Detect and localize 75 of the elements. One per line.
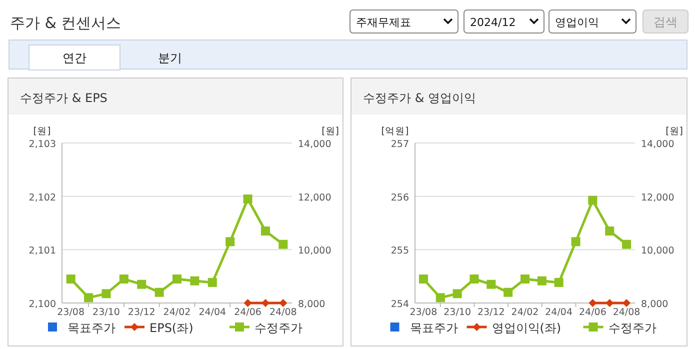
x-tick-label: 23/08 — [57, 307, 85, 318]
y-tick-label: 256 — [390, 192, 409, 204]
text: 영업이익 — [555, 16, 599, 29]
legend-label: 수정주가 — [254, 321, 302, 335]
point — [605, 226, 614, 236]
point — [452, 289, 462, 298]
point — [137, 280, 146, 289]
y-axis-title: [억원] — [381, 126, 409, 137]
chart-title: 수정주가 & EPS — [20, 91, 108, 105]
point — [436, 293, 445, 302]
point — [66, 274, 76, 284]
x-tick-label: 24/04 — [198, 307, 226, 318]
y-tick-label: 257 — [390, 139, 409, 150]
text: 분기 — [158, 51, 182, 65]
point — [260, 226, 270, 236]
point — [504, 288, 513, 297]
text: 연간 — [62, 51, 86, 65]
x-tick-label: 23/12 — [128, 307, 156, 318]
point — [84, 293, 94, 302]
x-tick-label: 24/06 — [234, 307, 262, 318]
y-tick-label: 2,101 — [28, 246, 56, 257]
point — [622, 240, 632, 249]
point — [243, 194, 252, 204]
chart-title: 수정주가 & 영업이익 — [363, 91, 476, 105]
y2-tick-label: 12,000 — [641, 192, 674, 204]
point — [119, 274, 128, 284]
point — [537, 276, 546, 286]
text: 주재무제표 — [356, 16, 411, 29]
y2-tick-label: 8,000 — [298, 299, 326, 310]
x-tick-label: 24/08 — [269, 307, 297, 318]
y-tick-label: 2,100 — [28, 299, 56, 310]
point — [571, 237, 580, 246]
point — [226, 237, 235, 246]
legend-label: 수정주가 — [608, 321, 656, 335]
x-tick-label: 23/08 — [410, 307, 438, 318]
text: 검색 — [654, 15, 678, 29]
point — [172, 274, 182, 284]
point — [470, 274, 479, 284]
x-tick-label: 24/02 — [511, 307, 539, 318]
text: 2024/12 — [470, 16, 516, 29]
x-tick-label: 23/12 — [477, 307, 505, 318]
y2-tick-label: 12,000 — [298, 192, 332, 204]
point — [208, 278, 217, 287]
y2-axis-title: [원] — [666, 126, 683, 137]
x-tick-label: 24/04 — [545, 307, 573, 318]
point — [520, 274, 530, 284]
x-tick-label: 24/06 — [578, 307, 606, 318]
y2-axis-title: [원] — [322, 126, 339, 137]
y-tick-label: 2,102 — [28, 192, 56, 204]
legend-label: 목표주가 — [410, 321, 458, 335]
x-tick-label: 24/08 — [612, 307, 640, 318]
point — [190, 276, 200, 286]
point — [554, 278, 564, 287]
x-tick-label: 23/10 — [92, 307, 120, 318]
y2-tick-label: 8,000 — [641, 299, 668, 310]
y2-tick-label: 14,000 — [641, 139, 674, 150]
text: 주가 & 컨센서스 — [10, 14, 122, 32]
y2-tick-label: 14,000 — [298, 139, 332, 150]
point — [102, 289, 111, 298]
point — [588, 196, 598, 205]
point — [486, 280, 496, 289]
point — [154, 288, 164, 297]
legend-label: 목표주가 — [68, 321, 116, 335]
y-tick-label: 254 — [390, 299, 409, 310]
y-tick-label: 2,103 — [28, 139, 56, 150]
point — [278, 240, 288, 249]
x-tick-label: 24/02 — [163, 307, 191, 318]
y-axis-title: [원] — [33, 126, 51, 137]
y2-tick-label: 10,000 — [298, 246, 332, 257]
y-tick-label: 255 — [390, 246, 409, 257]
x-tick-label: 23/10 — [444, 307, 472, 318]
point — [418, 274, 428, 284]
legend-label: EPS(좌) — [150, 321, 194, 335]
legend-label: 영업이익(좌) — [492, 321, 562, 335]
y2-tick-label: 10,000 — [641, 246, 674, 257]
